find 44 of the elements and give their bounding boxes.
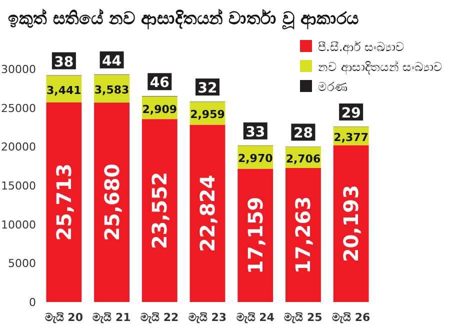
- data-label: 17,159: [243, 196, 268, 274]
- data-label: 2,706: [286, 152, 321, 166]
- data-label: 29: [341, 105, 361, 122]
- data-label: 3,583: [94, 84, 130, 97]
- x-tick-label: මැයි 25: [284, 311, 322, 324]
- data-label: 2,377: [334, 130, 368, 144]
- data-label: 17,263: [291, 196, 316, 274]
- bar: [142, 119, 178, 302]
- data-label: 3,441: [46, 84, 82, 97]
- data-label: 2,909: [142, 102, 178, 116]
- bar: [94, 102, 130, 302]
- data-label: 23,552: [148, 172, 172, 250]
- legend-label: පී.සී.ආර් සංඛ්‍යාව: [318, 40, 404, 55]
- x-tick-label: මැයි 20: [44, 311, 84, 324]
- legend-label: නව ආසාදිතයන් සංඛ්‍යාව: [318, 60, 443, 75]
- data-label: 28: [293, 126, 313, 142]
- bar: [190, 124, 226, 302]
- data-label: 32: [198, 80, 218, 97]
- y-tick-label: 15000: [1, 180, 36, 192]
- data-label: 25,713: [52, 164, 76, 241]
- y-tick-label: 30000: [1, 63, 36, 76]
- data-label: 44: [102, 53, 122, 70]
- y-tick-label: 25000: [1, 102, 36, 115]
- bar: [46, 102, 82, 302]
- y-tick-label: 5000: [8, 257, 36, 270]
- x-tick-label: මැයි 24: [236, 311, 275, 324]
- x-tick-label: මැයි 26: [332, 311, 370, 324]
- legend-label: මරණ: [318, 80, 347, 94]
- data-label: 38: [54, 54, 74, 70]
- data-label: 22,824: [196, 174, 220, 252]
- chart-title: ඉකුත් සතියේ නව ආසාදිතයන් වාර්තා වූ ආකාරය: [8, 8, 359, 30]
- y-tick-label: 10000: [1, 218, 36, 232]
- y-tick-label: 20000: [1, 140, 36, 154]
- x-tick-label: මැයි 22: [140, 311, 179, 324]
- data-label: 33: [246, 124, 266, 140]
- data-label: 2,959: [190, 108, 225, 122]
- data-label: 2,970: [238, 152, 274, 166]
- bar: [333, 145, 369, 302]
- x-tick-label: මැයි 21: [92, 311, 131, 324]
- y-tick-label: 0: [29, 296, 36, 309]
- data-label: 46: [150, 75, 170, 92]
- data-label: 25,680: [100, 164, 124, 241]
- data-label: 20,193: [339, 184, 364, 262]
- x-tick-label: මැයි 23: [188, 311, 227, 324]
